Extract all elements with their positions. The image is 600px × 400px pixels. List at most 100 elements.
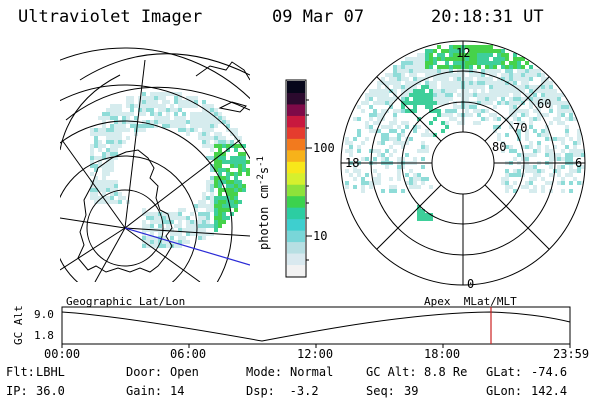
aurora-pixel: [230, 180, 234, 184]
aurora-pixel: [537, 133, 541, 137]
aurora-pixel: [473, 93, 477, 97]
aurora-pixel: [457, 113, 461, 117]
aurora-pixel: [497, 137, 501, 141]
aurora-pixel: [569, 113, 573, 117]
aurora-pixel: [465, 57, 469, 61]
aurora-pixel: [517, 117, 521, 121]
aurora-pixel: [349, 149, 353, 153]
aurora-pixel: [397, 81, 401, 85]
aurora-pixel: [489, 93, 493, 97]
aurora-pixel: [549, 105, 553, 109]
aurora-pixel: [389, 97, 393, 101]
aurora-pixel: [533, 85, 537, 89]
aurora-pixel: [549, 121, 553, 125]
aurora-pixel: [481, 69, 485, 73]
aurora-pixel: [178, 236, 182, 240]
aurora-pixel: [106, 188, 110, 192]
aurora-pixel: [206, 120, 210, 124]
aurora-pixel: [537, 141, 541, 145]
aurora-pixel: [126, 116, 130, 120]
aurora-pixel: [529, 181, 533, 185]
aurora-pixel: [381, 109, 385, 113]
aurora-pixel: [178, 240, 182, 244]
aurora-pixel: [509, 77, 513, 81]
aurora-pixel: [190, 112, 194, 116]
aurora-pixel: [393, 109, 397, 113]
aurora-pixel: [154, 216, 158, 220]
aurora-pixel: [481, 61, 485, 65]
mlt-label-12: 12: [456, 46, 471, 60]
aurora-pixel: [222, 212, 226, 216]
aurora-pixel: [521, 165, 525, 169]
aurora-pixel: [349, 173, 353, 177]
aurora-pixel: [457, 81, 461, 85]
aurora-pixel: [118, 136, 122, 140]
aurora-pixel: [226, 192, 230, 196]
aurora-pixel: [489, 97, 493, 101]
aurora-pixel: [425, 53, 429, 57]
aurora-pixel: [194, 120, 198, 124]
aurora-pixel: [513, 97, 517, 101]
aurora-pixel: [393, 97, 397, 101]
aurora-pixel: [465, 109, 469, 113]
aurora-pixel: [190, 220, 194, 224]
aurora-pixel: [174, 212, 178, 216]
aurora-pixel: [505, 81, 509, 85]
aurora-pixel: [525, 77, 529, 81]
aurora-pixel: [397, 125, 401, 129]
aurora-pixel: [218, 220, 222, 224]
aurora-pixel: [94, 192, 98, 196]
aurora-pixel: [174, 224, 178, 228]
aurora-pixel: [513, 73, 517, 77]
colorbar-band: [287, 218, 305, 231]
aurora-pixel: [421, 65, 425, 69]
aurora-pixel: [513, 61, 517, 65]
aurora-pixel: [106, 108, 110, 112]
aurora-pixel: [206, 116, 210, 120]
aurora-pixel: [401, 105, 405, 109]
aurora-pixel: [469, 57, 473, 61]
aurora-pixel: [521, 145, 525, 149]
aurora-pixel: [381, 101, 385, 105]
aurora-pixel: [102, 124, 106, 128]
aurora-pixel: [549, 97, 553, 101]
aurora-pixel: [529, 105, 533, 109]
aurora-pixel: [106, 160, 110, 164]
aurora-pixel: [453, 73, 457, 77]
aurora-pixel: [413, 77, 417, 81]
aurora-pixel: [162, 236, 166, 240]
aurora-pixel: [485, 53, 489, 57]
aurora-pixel: [146, 120, 150, 124]
aurora-pixel: [238, 156, 242, 160]
aurora-pixel: [417, 81, 421, 85]
aurora-pixel: [441, 57, 445, 61]
aurora-pixel: [493, 81, 497, 85]
aurora-pixel: [178, 96, 182, 100]
aurora-pixel: [465, 85, 469, 89]
aurora-pixel: [521, 121, 525, 125]
aurora-pixel: [381, 113, 385, 117]
aurora-pixel: [210, 148, 214, 152]
aurora-pixel: [114, 192, 118, 196]
aurora-pixel: [154, 212, 158, 216]
aurora-pixel: [142, 120, 146, 124]
aurora-pixel: [166, 228, 170, 232]
aurora-pixel: [146, 108, 150, 112]
status-ip-value: 36.0: [36, 384, 65, 398]
aurora-pixel: [517, 169, 521, 173]
aurora-pixel: [525, 81, 529, 85]
aurora-pixel: [106, 140, 110, 144]
aurora-pixel: [206, 220, 210, 224]
aurora-pixel: [94, 196, 98, 200]
aurora-pixel: [158, 112, 162, 116]
status-door-label: Door:: [126, 365, 163, 379]
aurora-pixel: [521, 185, 525, 189]
aurora-pixel: [150, 96, 154, 100]
aurora-pixel: [421, 77, 425, 81]
aurora-pixel: [194, 204, 198, 208]
aurora-pixel: [537, 69, 541, 73]
aurora-pixel: [433, 81, 437, 85]
aurora-pixel: [397, 141, 401, 145]
aurora-pixel: [206, 208, 210, 212]
aurora-pixel: [465, 53, 469, 57]
